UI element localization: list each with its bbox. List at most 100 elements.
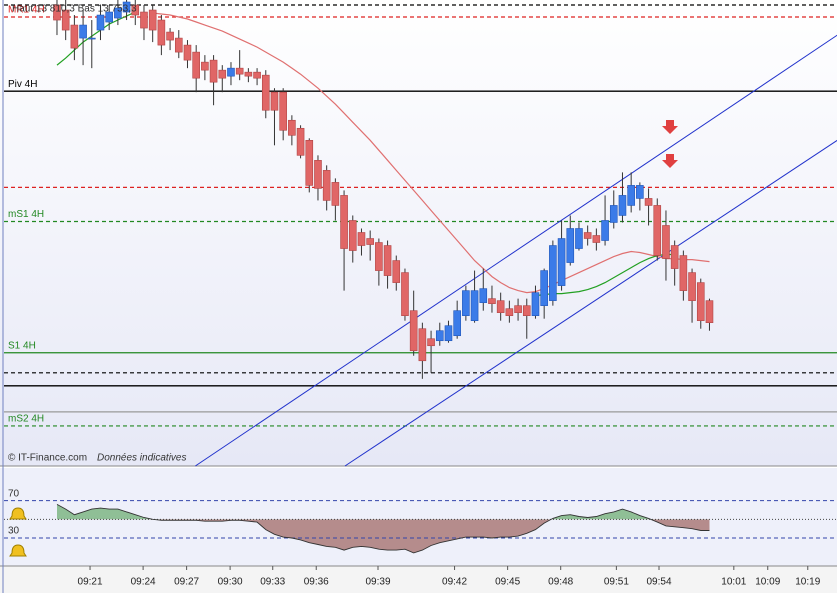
candle-body [235, 67, 244, 75]
level-label: S1 4H [8, 340, 36, 351]
time-axis [0, 566, 837, 593]
candle-body [192, 51, 200, 79]
x-tick-label: 10:09 [755, 577, 780, 588]
plot-layer: MR1 4H Piv 4H mS1 4H S1 4H mS2 4H 30 70 09:21 09… [4, 0, 837, 588]
level-label: mS2 4H [8, 414, 44, 425]
candle-body [522, 305, 531, 316]
candle-body [122, 1, 131, 13]
rsi-tick-label: 30 [8, 526, 20, 537]
candle-body [87, 37, 96, 40]
candle-body [505, 308, 514, 316]
signal-arrow [662, 120, 678, 134]
candle-body [470, 290, 479, 321]
candle-body [79, 24, 87, 39]
x-tick-label: 09:21 [78, 577, 103, 588]
candle-body [53, 4, 61, 21]
candle-body [131, 4, 140, 16]
candle-body [261, 74, 270, 111]
candle-body [348, 220, 357, 251]
candle-body [592, 235, 601, 243]
level-label: mS1 4H [8, 209, 44, 220]
rsi-line [56, 504, 710, 554]
trend-line [344, 139, 837, 467]
candle-body [166, 31, 174, 41]
candle-body [583, 232, 592, 239]
candle-body [218, 69, 227, 79]
candle-body [609, 205, 618, 223]
candle-body [557, 238, 566, 286]
rsi-area-below [152, 519, 710, 553]
candle-body [514, 305, 522, 313]
candle-body [96, 14, 105, 31]
signal-arrow [662, 154, 678, 168]
candle-body [653, 205, 662, 256]
candle-body [705, 300, 714, 323]
candle-body [270, 91, 279, 111]
candle-body [70, 24, 79, 49]
x-tick-label: 09:42 [442, 577, 467, 588]
moving-average [152, 12, 710, 294]
candle-body [679, 255, 688, 291]
candle-body [531, 292, 540, 316]
candle-body [453, 310, 461, 337]
candle-body [549, 245, 557, 301]
candle-body [479, 288, 488, 303]
candle-body [427, 338, 435, 347]
candle-body [409, 310, 418, 352]
candle-body [670, 245, 679, 269]
candle-body [392, 260, 401, 283]
candle-body [114, 7, 122, 19]
candle-body [366, 238, 374, 245]
candle-body [244, 71, 253, 77]
candle-body [296, 127, 305, 156]
x-tick-label: 09:45 [495, 577, 520, 588]
candle-body [627, 185, 635, 206]
candle-body [174, 37, 183, 53]
candle-body [488, 298, 496, 304]
x-tick-label: 09:39 [365, 577, 390, 588]
candle-body [375, 242, 383, 271]
alert-icon [9, 507, 27, 557]
candle-body [227, 67, 235, 77]
level-label: Piv 4H [8, 79, 37, 90]
x-tick-label: 10:01 [721, 577, 746, 588]
x-tick-label: 09:36 [304, 577, 329, 588]
x-tick-label: 09:51 [604, 577, 629, 588]
candle-body [575, 228, 583, 249]
candle-body [401, 272, 409, 316]
candle-body [383, 245, 392, 276]
x-tick-label: 10:19 [795, 577, 820, 588]
rsi-area-above [56, 504, 710, 520]
x-tick-label: 09:33 [260, 577, 285, 588]
candle-body [662, 225, 670, 259]
candle-body [61, 9, 70, 31]
x-tick-label: 09:30 [218, 577, 243, 588]
candle-body [696, 282, 705, 321]
candle-body [279, 91, 287, 131]
candle-body [253, 71, 261, 79]
x-tick-label: 09:24 [131, 577, 156, 588]
credit: © IT-Finance.com [8, 453, 87, 464]
main-panel [0, 0, 837, 466]
moving-average [56, 11, 675, 297]
candle-body [288, 119, 296, 136]
candle-body [183, 44, 192, 61]
candle-body [201, 61, 209, 71]
candle-body [357, 232, 366, 246]
candle-body [566, 228, 575, 263]
candle-body [140, 11, 148, 29]
candle-body [435, 330, 444, 342]
candle-body [148, 9, 157, 31]
candle-body [462, 290, 470, 316]
level-label: MR1 4H [8, 5, 45, 16]
candle-body [209, 59, 218, 83]
candle-body [314, 160, 322, 189]
candle-body [305, 140, 314, 186]
candle-body [444, 325, 453, 342]
candle-body [644, 198, 653, 206]
header: Haut 13 810,3 Bas 13 753,3 [12, 4, 137, 15]
x-tick-label: 09:48 [548, 577, 573, 588]
note: Données indicatives [97, 453, 187, 464]
trend-line [195, 34, 837, 467]
candle-body [496, 300, 505, 313]
